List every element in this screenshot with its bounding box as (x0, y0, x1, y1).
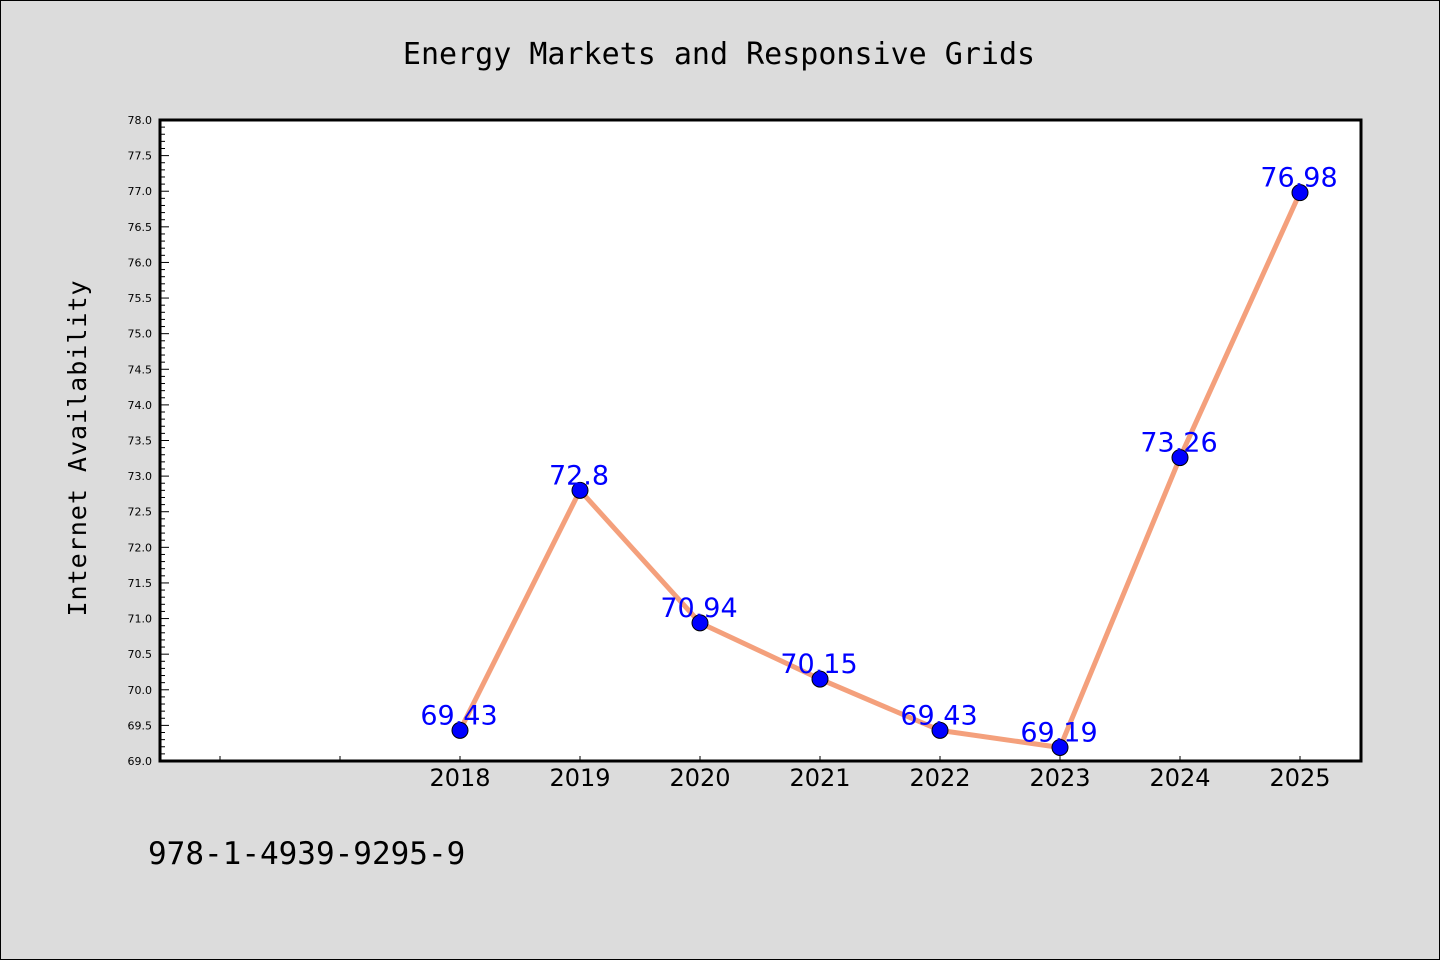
y-tick-label: 71.5 (128, 577, 153, 590)
data-label: 70.94 (660, 593, 737, 624)
series-line (457, 190, 1303, 750)
y-tick-label: 71.0 (128, 613, 153, 626)
chart-title: Energy Markets and Responsive Grids (403, 37, 1035, 72)
data-point (1291, 184, 1309, 202)
y-tick-label: 75.0 (128, 328, 153, 341)
x-axis-ticks: 2018 2019 2020 2021 2022 2023 2024 2025 (219, 756, 1331, 792)
data-label: 72.8 (549, 460, 609, 491)
plot-area (160, 120, 1361, 761)
y-tick-label: 77.5 (128, 150, 153, 163)
data-point (1171, 449, 1189, 467)
x-tick-label: 2018 (429, 764, 490, 792)
y-tick-label: 77.0 (128, 185, 153, 198)
y-tick-label: 72.5 (128, 506, 153, 519)
data-point (571, 481, 589, 499)
x-tick-label: 2023 (1029, 764, 1090, 792)
y-tick-label: 69.5 (128, 719, 153, 732)
x-tick-label: 2021 (789, 764, 850, 792)
y-tick-label: 78.0 (128, 114, 153, 127)
data-point (931, 721, 949, 739)
isbn-label: 978-1-4939-9295-9 (148, 836, 465, 872)
y-tick-label: 70.0 (128, 684, 153, 697)
data-label: 76.98 (1260, 163, 1337, 194)
plot-border (158, 118, 1363, 763)
x-tick-label: 2022 (909, 764, 970, 792)
data-label: 69.19 (1020, 717, 1097, 748)
data-point (451, 721, 469, 739)
x-tick-label: 2020 (669, 764, 730, 792)
y-tick-label: 76.0 (128, 256, 153, 269)
series-layer: 69.43 72.8 70.94 70.15 69.43 69.19 73.26 76.98 (420, 163, 1338, 756)
y-tick-label: 75.5 (128, 292, 153, 305)
data-label: 73.26 (1140, 428, 1217, 459)
y-axis-ticks: 69.0 69.5 70.0 70.5 71.0 71.5 72.0 72.5 73.0 73.5… (128, 114, 169, 768)
y-tick-label: 74.5 (128, 363, 153, 376)
y-tick-label: 69.0 (128, 755, 153, 768)
y-tick-label: 76.5 (128, 221, 153, 234)
y-tick-label: 70.5 (128, 648, 153, 661)
data-point (1051, 738, 1069, 756)
data-label: 69.43 (420, 700, 497, 731)
y-tick-label: 72.0 (128, 541, 153, 554)
data-label: 70.15 (780, 649, 857, 680)
y-tick-label: 74.0 (128, 399, 153, 412)
x-tick-label: 2025 (1269, 764, 1330, 792)
data-point (811, 670, 829, 688)
y-tick-label: 73.5 (128, 435, 153, 448)
data-point (691, 614, 709, 632)
y-axis-label: Internet Availability (63, 279, 92, 616)
x-tick-label: 2024 (1149, 764, 1210, 792)
y-tick-label: 73.0 (128, 470, 153, 483)
x-tick-label: 2019 (549, 764, 610, 792)
data-label: 69.43 (900, 700, 977, 731)
